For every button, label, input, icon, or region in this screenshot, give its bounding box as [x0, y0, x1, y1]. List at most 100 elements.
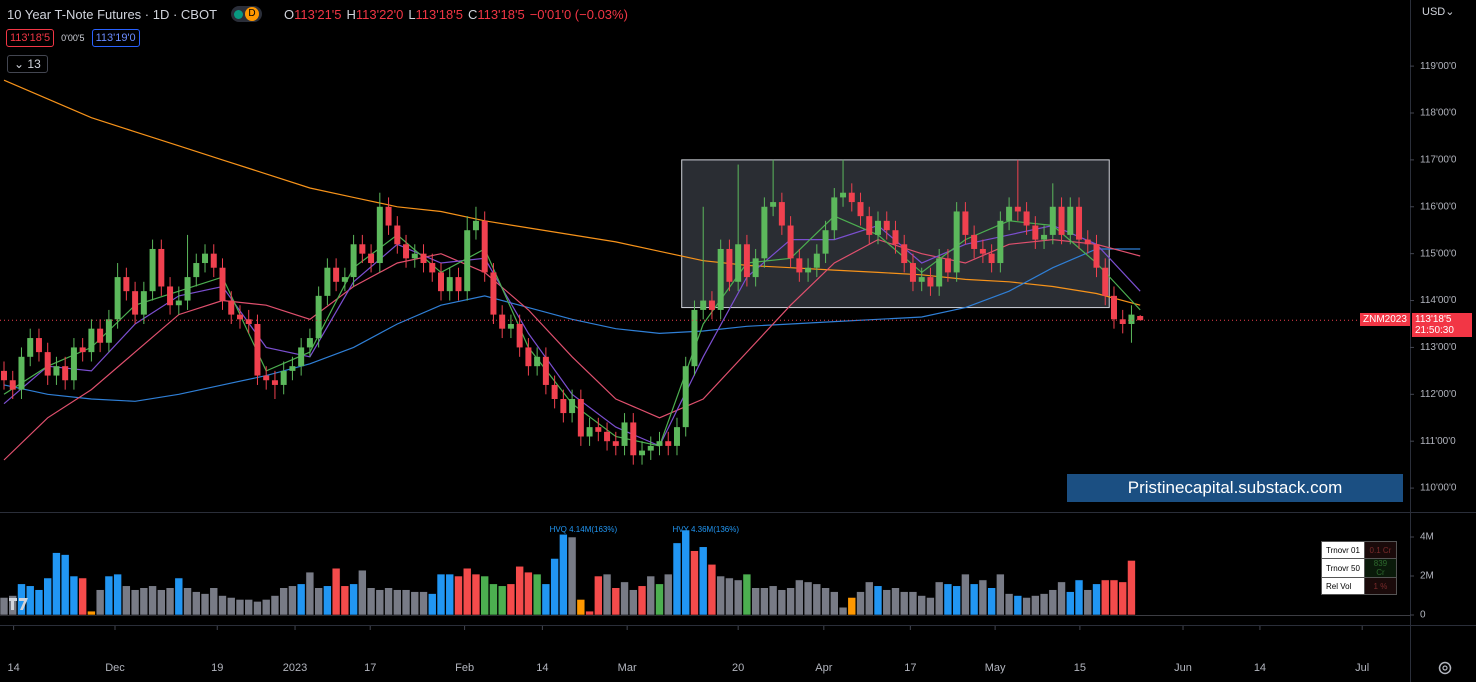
- volume-bar: [786, 587, 795, 616]
- volume-bar: [856, 591, 865, 616]
- volume-bar: [139, 587, 149, 616]
- volume-bar: [157, 589, 166, 616]
- volume-bar: [663, 573, 673, 616]
- stats-table: Trnovr 01 0.1 Cr Trnovr 50 839 Cr Rel Vol 1…: [1321, 541, 1397, 595]
- candle-body: [79, 347, 86, 353]
- candle-body: [446, 277, 453, 292]
- price-tag-value: 113'18'5: [1415, 314, 1452, 326]
- candle-body: [1084, 239, 1091, 245]
- volume-bar: [690, 550, 699, 616]
- candle-body: [796, 258, 803, 273]
- volume-bar: [427, 593, 437, 616]
- candle-body: [665, 441, 672, 446]
- candle-body: [1023, 211, 1030, 226]
- legend-header: 10 Year T-Note Futures · 1D · CBOT D O 11…: [7, 6, 628, 22]
- volume-bar: [270, 595, 280, 616]
- x-tick-label: Dec: [105, 662, 125, 674]
- candle-body: [333, 267, 340, 282]
- candle-body: [752, 258, 759, 278]
- candle-body: [1058, 206, 1065, 235]
- candle-body: [280, 370, 287, 385]
- candle-body: [27, 338, 34, 357]
- volume-bar: [323, 585, 332, 616]
- candle-body: [971, 234, 978, 249]
- candle-body: [639, 450, 646, 456]
- candle-body: [551, 384, 558, 400]
- volume-bar: [952, 585, 961, 616]
- volume-bar: [218, 595, 227, 616]
- candle-body: [481, 220, 488, 273]
- ohlc-value: 113'18'5: [415, 6, 463, 22]
- stat-label: Trnovr 01: [1321, 541, 1365, 559]
- candle-body: [499, 314, 506, 329]
- candle-body: [490, 272, 497, 315]
- ohlc-value: 113'22'0: [355, 6, 404, 22]
- volume-bar: [760, 587, 769, 616]
- candle-body: [787, 225, 794, 259]
- settings-icon[interactable]: [1438, 661, 1452, 675]
- candle-body: [647, 445, 654, 451]
- x-tick-label: 17: [904, 662, 916, 674]
- volume-bar: [803, 581, 813, 616]
- volume-bar: [288, 585, 297, 616]
- candle-body: [429, 263, 436, 273]
- status-pill[interactable]: D: [231, 6, 263, 22]
- buy-button[interactable]: 113'19'0: [91, 29, 140, 47]
- candle-body: [254, 323, 261, 376]
- stat-value: 839 Cr: [1363, 558, 1397, 578]
- candle-body: [560, 399, 567, 414]
- volume-bar: [235, 599, 245, 616]
- candle-body: [464, 230, 471, 292]
- candle-body: [219, 267, 226, 301]
- y-tick-label: 117'00'0: [1420, 155, 1457, 166]
- indicator-count: 13: [27, 57, 41, 71]
- volume-bar: [524, 571, 533, 616]
- stat-label: Trnovr 50: [1321, 558, 1365, 578]
- candle-body: [306, 338, 313, 348]
- volume-bar: [576, 599, 586, 616]
- volume-bar: [733, 579, 743, 616]
- y-tick-label: 113'00'0: [1420, 342, 1457, 353]
- volume-bar: [821, 587, 830, 616]
- volume-bar: [707, 563, 717, 616]
- data-badge: D: [245, 7, 260, 21]
- candle-body: [376, 206, 383, 264]
- price-tag: 113'18'5 21:50:30: [1412, 313, 1472, 338]
- volume-bar: [646, 575, 656, 616]
- candle-body: [341, 277, 348, 282]
- indicator-toggle[interactable]: ⌄ 13: [7, 55, 48, 73]
- volume-bar: [25, 585, 35, 616]
- volume-bar: [1013, 595, 1023, 616]
- y-tick-label: 111'00'0: [1420, 436, 1456, 447]
- candle-body: [114, 277, 121, 320]
- candle-body: [944, 258, 951, 273]
- volume-bar: [445, 573, 455, 616]
- change: −0'01'0 (−0.03%): [529, 6, 628, 22]
- y-tick-label: 112'00'0: [1420, 389, 1457, 400]
- x-tick-label: 14: [7, 662, 19, 674]
- logo-shape: [9, 598, 28, 610]
- volume-bar: [104, 575, 114, 616]
- volume-bar: [777, 589, 787, 616]
- ohlc-key: H: [346, 6, 356, 22]
- y-tick-label: 116'00'0: [1420, 201, 1457, 212]
- candle-body: [962, 211, 969, 235]
- volume-bar: [681, 529, 691, 616]
- candle-body: [761, 206, 768, 259]
- volume-bar: [917, 595, 927, 616]
- candle-body: [385, 206, 392, 226]
- currency-menu[interactable]: USD⌄: [1422, 6, 1455, 18]
- volume-bar: [628, 589, 638, 616]
- volume-bar: [637, 585, 647, 616]
- volume-bar: [296, 583, 306, 616]
- sell-button[interactable]: 113'18'5: [6, 29, 55, 47]
- candle-body: [569, 399, 576, 414]
- volume-bar: [384, 587, 393, 616]
- candle-body: [927, 277, 934, 287]
- candle-body: [700, 300, 707, 310]
- candle-body: [708, 300, 715, 310]
- candle-body: [848, 192, 855, 203]
- volume-bar: [1083, 589, 1093, 616]
- candle-body: [953, 211, 960, 273]
- x-tick-label: 2023: [283, 662, 307, 674]
